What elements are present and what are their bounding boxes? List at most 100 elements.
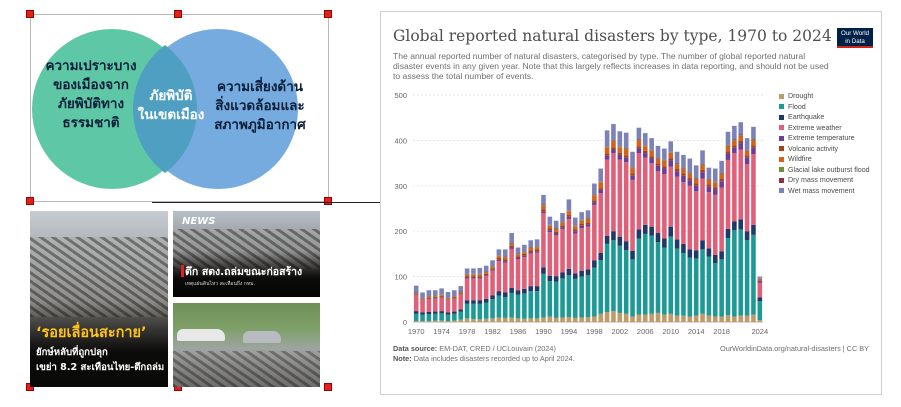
bar-segment[interactable] xyxy=(681,154,686,169)
bar-segment[interactable] xyxy=(662,160,667,167)
bar-segment[interactable] xyxy=(681,182,686,244)
bar-segment[interactable] xyxy=(477,278,483,301)
bar-segment[interactable] xyxy=(598,168,604,182)
bar-segment[interactable] xyxy=(738,140,744,144)
bar-segment[interactable] xyxy=(585,269,591,276)
bar-segment[interactable] xyxy=(585,210,591,219)
legend-item[interactable]: Wet mass movement xyxy=(779,186,870,197)
bar-segment[interactable] xyxy=(547,275,553,282)
bar-segment[interactable] xyxy=(547,216,553,225)
bar-segment[interactable] xyxy=(515,256,521,258)
bar-segment[interactable] xyxy=(598,313,604,322)
bar-segment[interactable] xyxy=(662,247,667,315)
bar-segment[interactable] xyxy=(458,311,464,320)
bar-segment[interactable] xyxy=(553,276,559,282)
bar-segment[interactable] xyxy=(700,178,705,241)
bar-segment[interactable] xyxy=(585,226,591,270)
owid-logo[interactable]: Our World in Data xyxy=(837,28,873,48)
bar-segment[interactable] xyxy=(617,131,623,147)
bar-segment[interactable] xyxy=(566,211,572,215)
bar-segment[interactable] xyxy=(483,265,489,272)
bar-segment[interactable] xyxy=(668,166,674,227)
bar-segment[interactable] xyxy=(490,295,495,300)
bar-segment[interactable] xyxy=(432,313,438,321)
bar-segment[interactable] xyxy=(534,291,540,319)
bar-segment[interactable] xyxy=(649,156,654,159)
bar-segment[interactable] xyxy=(490,260,495,267)
bar-segment[interactable] xyxy=(712,254,718,263)
bar-segment[interactable] xyxy=(611,153,616,232)
bar-segment[interactable] xyxy=(420,321,425,322)
bar-segment[interactable] xyxy=(522,255,527,258)
bar-segment[interactable] xyxy=(579,223,584,226)
bar-segment[interactable] xyxy=(579,225,584,229)
bar-segment[interactable] xyxy=(655,145,661,159)
bar-segment[interactable] xyxy=(528,240,534,248)
bar-segment[interactable] xyxy=(604,147,610,154)
bar-segment[interactable] xyxy=(515,254,521,257)
bar-segment[interactable] xyxy=(509,248,514,288)
legend-item[interactable]: Extreme weather xyxy=(779,123,870,134)
bar-segment[interactable] xyxy=(611,147,616,150)
bar-segment[interactable] xyxy=(560,227,565,229)
bar-segment[interactable] xyxy=(668,236,674,314)
bar-segment[interactable] xyxy=(706,256,712,316)
bar-segment[interactable] xyxy=(432,298,438,312)
bar-segment[interactable] xyxy=(738,122,744,135)
bar-segment[interactable] xyxy=(642,157,648,225)
bar-segment[interactable] xyxy=(547,230,553,233)
bar-segment[interactable] xyxy=(604,155,610,160)
bar-segment[interactable] xyxy=(706,167,712,179)
bar-segment[interactable] xyxy=(732,153,737,222)
bar-segment[interactable] xyxy=(426,297,432,299)
bar-segment[interactable] xyxy=(541,273,546,318)
bar-segment[interactable] xyxy=(668,158,674,161)
bar-segment[interactable] xyxy=(642,224,648,234)
bar-segment[interactable] xyxy=(541,205,546,210)
bar-segment[interactable] xyxy=(477,276,483,278)
bar-segment[interactable] xyxy=(719,178,724,182)
bar-segment[interactable] xyxy=(515,294,521,319)
bar-segment[interactable] xyxy=(617,236,623,246)
bar-segment[interactable] xyxy=(744,138,750,150)
bar-segment[interactable] xyxy=(547,316,553,322)
bar-segment[interactable] xyxy=(522,318,527,322)
bar-segment[interactable] xyxy=(706,186,712,193)
bar-segment[interactable] xyxy=(712,189,718,195)
bar-segment[interactable] xyxy=(471,303,476,320)
bar-segment[interactable] xyxy=(757,320,763,322)
bar-segment[interactable] xyxy=(719,316,724,322)
bar-segment[interactable] xyxy=(471,319,476,322)
bar-segment[interactable] xyxy=(700,150,705,165)
bar-segment[interactable] xyxy=(572,278,578,318)
bar-segment[interactable] xyxy=(432,296,438,298)
bar-segment[interactable] xyxy=(732,221,737,231)
bar-segment[interactable] xyxy=(553,235,559,277)
bar-segment[interactable] xyxy=(522,257,527,289)
bar-segment[interactable] xyxy=(566,214,572,217)
bar-segment[interactable] xyxy=(585,275,591,318)
bar-segment[interactable] xyxy=(560,278,565,318)
bar-segment[interactable] xyxy=(649,150,654,157)
bar-segment[interactable] xyxy=(483,273,489,276)
bar-segment[interactable] xyxy=(706,179,712,185)
bar-segment[interactable] xyxy=(693,250,699,259)
bar-segment[interactable] xyxy=(668,226,674,237)
bar-segment[interactable] xyxy=(725,238,731,316)
bar-segment[interactable] xyxy=(579,270,584,277)
bar-segment[interactable] xyxy=(522,293,527,319)
bar-segment[interactable] xyxy=(413,295,419,312)
bar-segment[interactable] xyxy=(751,145,756,148)
bar-segment[interactable] xyxy=(477,319,483,322)
bar-segment[interactable] xyxy=(420,312,425,315)
bar-segment[interactable] xyxy=(515,247,521,254)
bar-segment[interactable] xyxy=(681,315,686,322)
bar-segment[interactable] xyxy=(712,168,718,182)
bar-segment[interactable] xyxy=(477,303,483,320)
bar-segment[interactable] xyxy=(598,182,604,189)
bar-segment[interactable] xyxy=(662,148,667,160)
bar-segment[interactable] xyxy=(630,173,635,176)
bar-segment[interactable] xyxy=(732,316,737,322)
bar-segment[interactable] xyxy=(655,159,661,164)
bar-segment[interactable] xyxy=(687,249,693,258)
